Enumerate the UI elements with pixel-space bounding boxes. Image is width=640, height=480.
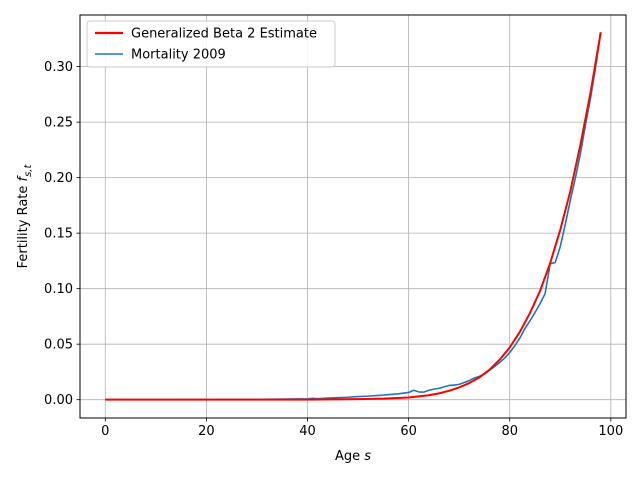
- x-tick-label: 0: [101, 424, 109, 439]
- legend-label: Generalized Beta 2 Estimate: [131, 27, 317, 42]
- legend-box: [86, 20, 336, 68]
- legend-label: Mortality 2009: [131, 48, 226, 63]
- legend: Generalized Beta 2 Estimate Mortality 200…: [86, 20, 336, 68]
- y-tick-label: 0.30: [44, 60, 73, 75]
- y-tick-label: 0.20: [44, 171, 73, 186]
- ticks: 0 20 40 60 80 100 0.00 0.05 0.10 0.15 0.20 0.25 0.30: [44, 60, 623, 439]
- y-tick-label: 0.00: [44, 393, 73, 408]
- series-line-estimate: [105, 32, 602, 401]
- y-tick-label: 0.15: [44, 227, 73, 242]
- x-tick-label: 80: [501, 424, 518, 439]
- y-tick-label: 0.25: [44, 116, 73, 131]
- series-line-mortality: [105, 33, 602, 401]
- series-layer: [105, 32, 602, 401]
- y-tick-label: 0.10: [44, 282, 73, 297]
- x-tick-label: 60: [400, 424, 417, 439]
- x-tick-label: 40: [299, 424, 316, 439]
- y-tick-label: 0.05: [44, 338, 73, 353]
- plot-frame: [79, 14, 627, 419]
- x-tick-label: 20: [198, 424, 215, 439]
- y-axis-label: Fertility Rate fs,t: [16, 164, 34, 269]
- x-tick-label: 100: [598, 424, 623, 439]
- x-axis-label: Age s: [335, 449, 371, 464]
- grid: [80, 15, 626, 418]
